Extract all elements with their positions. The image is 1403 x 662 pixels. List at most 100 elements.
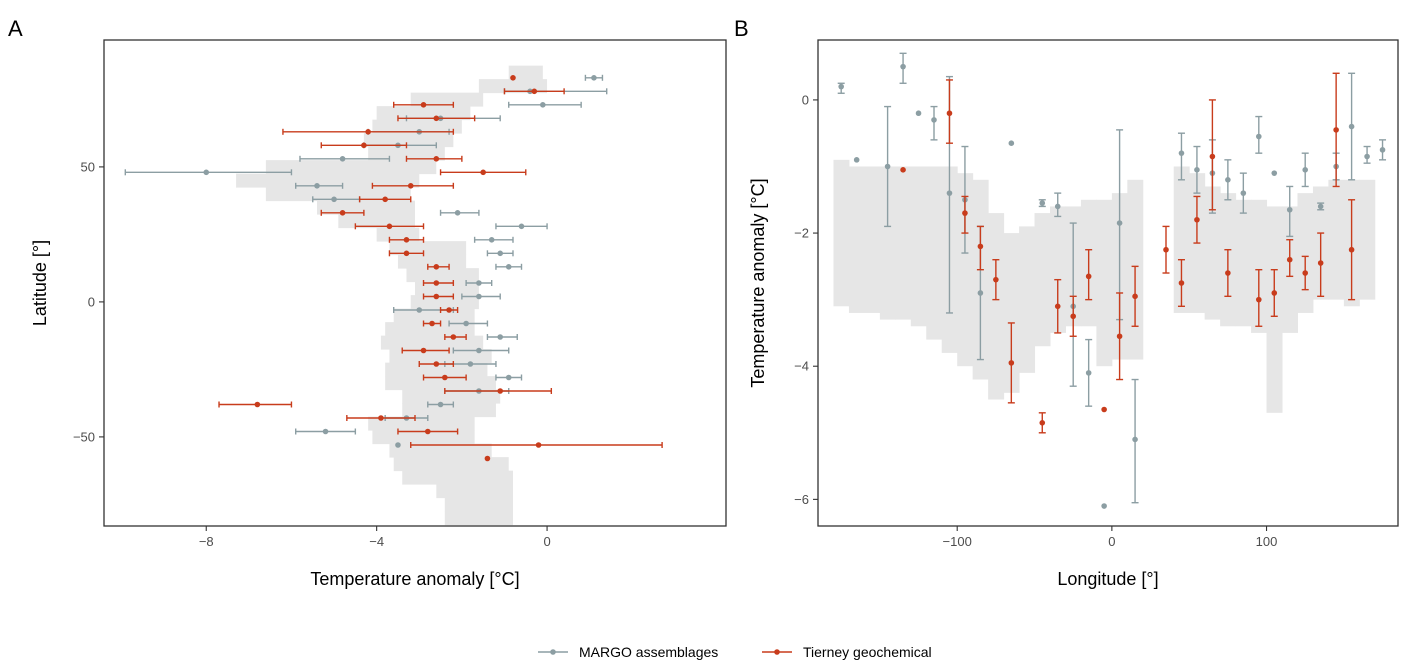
panel-a-point-margo [465, 280, 493, 286]
panel-b-point-margo [1301, 152, 1309, 188]
panel-b-band-cell [910, 166, 927, 327]
panel-b-y-axis-title: Temperature anomaly [°C] [748, 178, 768, 387]
panel-b-point-margo [837, 82, 845, 94]
panel-b-marker-margo [977, 290, 984, 296]
panel-a-band-cell [444, 497, 513, 512]
panel-a-point-tierney [439, 169, 527, 176]
panel-a-point-margo [295, 428, 357, 435]
legend-label-margo: MARGO assemblages [579, 644, 718, 660]
panel-a-band-cell [389, 349, 492, 364]
panel-b-marker-tierney [1333, 127, 1339, 133]
panel-a-point-tierney [358, 196, 412, 203]
panel-b-point-margo [1224, 159, 1232, 201]
panel-a-point-tierney [418, 361, 455, 367]
panel-b-marker-tierney [1194, 216, 1200, 223]
panel-a-band-cell [372, 430, 475, 445]
panel-b-marker-tierney [1256, 296, 1262, 303]
panel-a-band-cell [508, 65, 543, 80]
panel-b-point-margo [1101, 503, 1107, 509]
panel-b-marker-margo [946, 190, 953, 196]
panel-b-point-margo [930, 105, 938, 141]
panel-a-point-tierney [427, 263, 450, 270]
panel-a-point-tierney [320, 142, 408, 149]
panel-b-frame [817, 39, 1399, 527]
panel-b-marker-margo [1348, 123, 1355, 130]
panel-b-point-tierney [992, 258, 1000, 301]
panel-a-y-tick-label: 0 [88, 294, 95, 309]
panel-a-marker-tierney [442, 374, 448, 381]
panel-b-marker-margo [1132, 436, 1138, 443]
panel-a-band-cell [368, 146, 445, 161]
panel-b-marker-tierney [993, 276, 999, 283]
panel-a-band-cell [402, 403, 496, 418]
panel-a-point-margo [473, 236, 514, 243]
panel-b-x-tick-label: 100 [1256, 534, 1278, 549]
panel-a-point-tierney [422, 374, 467, 381]
panel-b-point-tierney [1131, 265, 1139, 327]
panel-b-marker-margo [1116, 220, 1123, 226]
panel-a-marker-margo [314, 183, 320, 189]
panel-a-point-margo [124, 169, 293, 176]
panel-a-point-margo [427, 401, 455, 408]
panel-b-marker-tierney [1132, 293, 1138, 300]
panel-a-band-cell [410, 295, 479, 310]
panel-a-point-margo [461, 293, 501, 300]
panel-a-y-tick-label: 50 [81, 159, 95, 174]
panel-a-frame [103, 39, 727, 527]
panel-b-marker-margo [853, 157, 860, 163]
panel-a-band-cell [402, 470, 513, 485]
panel-a-marker-tierney [446, 307, 452, 313]
panel-b-band-cell [848, 166, 865, 313]
panel-b-point-tierney [1208, 99, 1216, 211]
panel-a-point-tierney [397, 115, 476, 122]
panel-a-point-tierney [346, 415, 416, 421]
panel-a-point-tierney [388, 236, 425, 243]
panel-a-point-tierney [444, 334, 467, 340]
panel-a-marker-tierney [497, 388, 504, 394]
panel-b-marker-margo [1039, 200, 1046, 206]
panel-b-point-margo [1008, 140, 1015, 146]
panel-a-band-cell [385, 322, 475, 337]
panel-a-marker-margo [505, 264, 512, 270]
panel-b-y-tick-label: 0 [802, 92, 809, 107]
panel-b-marker-margo [1302, 167, 1308, 173]
panel-a-band-cell [385, 376, 496, 391]
panel-b-marker-margo [1286, 206, 1293, 213]
panel-b-marker-margo [1194, 167, 1200, 173]
panel-a-marker-tierney [403, 250, 410, 257]
panel-a-band-cell [393, 457, 509, 472]
legend-swatch-tierney-dot [774, 649, 780, 655]
panel-b-marker-tierney [946, 110, 953, 117]
panel-b-point-tierney [900, 167, 906, 173]
panel-a-point-tierney [444, 388, 553, 394]
panel-a-marker-margo [476, 280, 482, 286]
panel-b-point-margo [1363, 145, 1371, 164]
panel-b-marker-tierney [1070, 313, 1076, 320]
panel-a-point-tierney [401, 347, 450, 354]
panel-b-point-tierney [945, 79, 953, 144]
panel-b-band-cell [1019, 226, 1036, 373]
panel-a-marker-margo [322, 428, 329, 435]
panel-a-marker-tierney [433, 361, 440, 367]
panel-a-marker-margo [540, 102, 546, 108]
panel-b-point-margo [915, 110, 922, 117]
panel-a-band-cell [389, 443, 492, 458]
panel-a-marker-margo [339, 156, 346, 162]
panel-a-band-cell [393, 308, 475, 323]
panel-b-point-margo [1038, 199, 1046, 208]
panel-b-band-cell [879, 166, 896, 320]
panel-a-point-margo [486, 250, 514, 257]
panel-a-marker-tierney [484, 455, 491, 462]
panel-a-marker-tierney [433, 156, 440, 162]
panel-b-point-margo [1239, 172, 1247, 214]
panel-b-band-cell [1050, 206, 1066, 333]
panel-a-point-margo [584, 74, 604, 81]
panel-b-point-tierney [1007, 322, 1015, 404]
panel-a-y-tick-label: −50 [73, 429, 95, 444]
legend: MARGO assemblages Tierney geochemical [538, 644, 932, 660]
panel-a-label: A [8, 16, 23, 41]
panel-a-x-tick-label: 0 [543, 534, 550, 549]
panel-a-marker-margo [476, 347, 482, 354]
panel-b-point-tierney [1332, 72, 1340, 188]
